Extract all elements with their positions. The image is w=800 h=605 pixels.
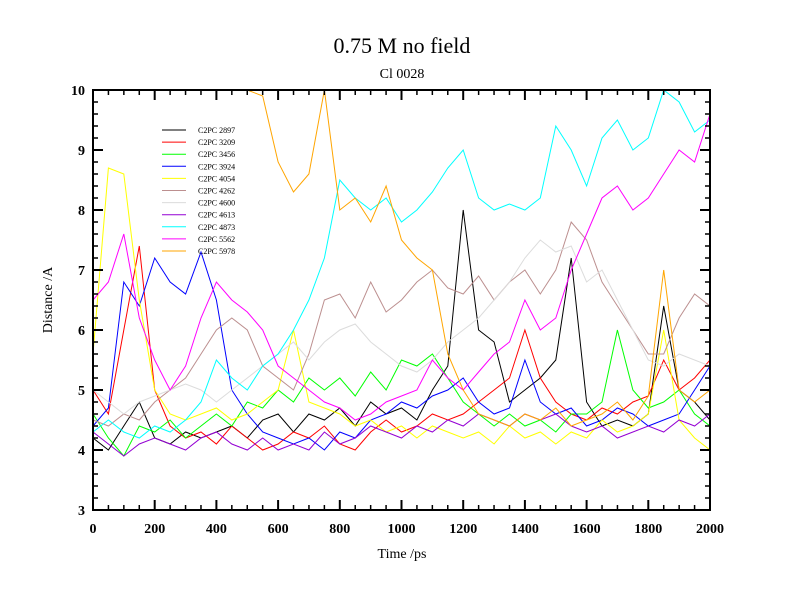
legend-label: C2PC 3924 — [198, 162, 235, 171]
y-tick-label: 9 — [78, 144, 85, 159]
legend-label: C2PC 4054 — [198, 174, 235, 183]
x-tick-label: 0 — [90, 522, 97, 537]
legend-label: C2PC 4873 — [198, 223, 235, 232]
y-tick-label: 6 — [78, 324, 85, 339]
series-line-c2pc-5978 — [247, 90, 710, 427]
legend: C2PC 2897 C2PC 3209 C2PC 3456 C2PC 3924 C2PC… — [162, 126, 235, 256]
x-tick-label: 1200 — [449, 522, 477, 537]
legend-label: C2PC 2897 — [198, 126, 235, 135]
x-tick-label: 2000 — [696, 522, 724, 537]
legend-label: C2PC 5562 — [198, 235, 235, 244]
legend-label: C2PC 5978 — [198, 247, 235, 256]
x-tick-label: 200 — [144, 522, 165, 537]
y-tick-label: 4 — [78, 444, 85, 459]
y-tick-label: 7 — [78, 264, 85, 279]
legend-label: C2PC 3456 — [198, 150, 235, 159]
x-tick-label: 800 — [329, 522, 350, 537]
chart-title: 0.75 M no field — [334, 33, 471, 58]
y-tick-label: 10 — [71, 84, 85, 99]
y-tick-label: 8 — [78, 204, 85, 219]
y-tick-label: 3 — [78, 504, 85, 519]
y-tick-label: 5 — [78, 384, 85, 399]
legend-label: C2PC 3209 — [198, 138, 235, 147]
series-line-c2pc-4873 — [93, 90, 710, 439]
series-line-c2pc-4054 — [93, 167, 710, 451]
series-line-c2pc-4613 — [93, 413, 710, 457]
x-tick-label: 1000 — [388, 522, 416, 537]
x-tick-label: 600 — [268, 522, 289, 537]
x-tick-label: 1800 — [634, 522, 662, 537]
series-line-c2pc-5562 — [93, 113, 710, 421]
x-tick-label: 1600 — [573, 522, 601, 537]
x-tick-label: 400 — [206, 522, 227, 537]
series-line-c2pc-4262 — [93, 220, 710, 427]
x-axis-label: Time /ps — [378, 547, 427, 562]
chart-subtitle: Cl 0028 — [380, 67, 425, 82]
series-line-c2pc-3924 — [93, 250, 710, 451]
legend-label: C2PC 4613 — [198, 211, 235, 220]
legend-label: C2PC 4262 — [198, 187, 235, 196]
series-line-c2pc-4600 — [93, 239, 710, 415]
x-tick-label: 1400 — [511, 522, 539, 537]
legend-label: C2PC 4600 — [198, 199, 235, 208]
y-axis-label: Distance /A — [41, 266, 56, 333]
series-line-c2pc-3456 — [93, 329, 710, 457]
